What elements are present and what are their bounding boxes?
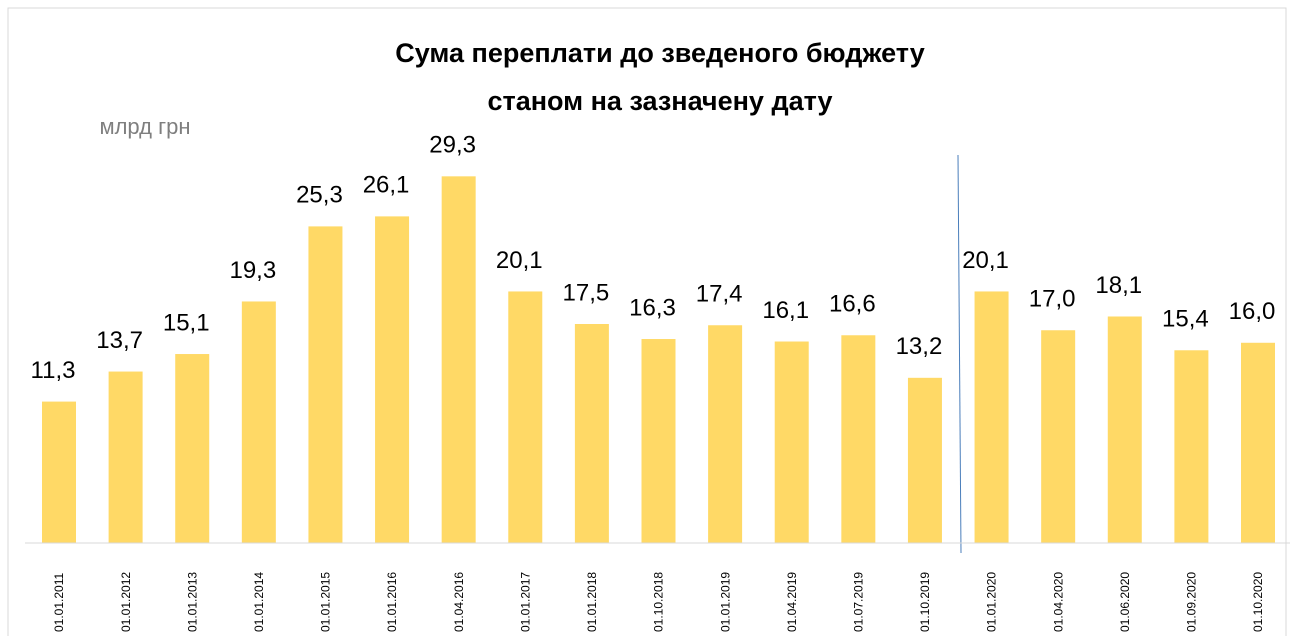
chart-title: станом на зазначену дату — [487, 86, 832, 116]
separator-line — [957, 154, 962, 554]
unit-label: млрд грн — [99, 114, 190, 139]
bar — [574, 324, 609, 543]
data-label: 15,4 — [1162, 306, 1209, 333]
x-tick-label: 01.04.2020 — [1051, 572, 1065, 632]
bar — [907, 377, 942, 543]
bar — [241, 301, 276, 543]
bar — [774, 341, 809, 543]
bar — [841, 335, 876, 543]
x-tick-label: 01.01.2015 — [319, 572, 333, 632]
x-tick-label: 01.04.2019 — [785, 572, 799, 632]
data-label: 19,3 — [229, 257, 276, 284]
x-tick-label: 01.06.2020 — [1118, 572, 1132, 632]
data-label: 16,3 — [629, 294, 676, 321]
bar — [1174, 350, 1209, 543]
x-tick-label: 01.01.2018 — [585, 572, 599, 632]
data-label: 16,0 — [1229, 298, 1276, 325]
x-tick-label: 01.10.2018 — [652, 572, 666, 632]
x-tick-label: 01.09.2020 — [1185, 572, 1199, 632]
data-label: 25,3 — [296, 182, 343, 209]
bar — [441, 176, 476, 543]
x-tick-label: 01.01.2012 — [119, 572, 133, 632]
x-tick-label: 01.10.2020 — [1251, 572, 1265, 632]
x-tick-label: 01.01.2013 — [185, 572, 199, 632]
x-tick-label: 01.01.2011 — [52, 573, 66, 632]
x-tick-label: 01.07.2019 — [852, 572, 866, 632]
data-label: 17,5 — [563, 279, 610, 306]
bar — [375, 216, 410, 543]
bar — [974, 291, 1009, 543]
bar — [1107, 316, 1142, 543]
data-label: 20,1 — [962, 247, 1009, 274]
bar — [641, 339, 676, 543]
data-label: 17,4 — [696, 281, 743, 308]
data-label: 17,0 — [1029, 286, 1076, 313]
x-tick-label: 01.04.2016 — [452, 572, 466, 632]
x-tick-label: 01.01.2019 — [718, 572, 732, 632]
bar — [1241, 342, 1275, 543]
data-label: 26,1 — [363, 172, 410, 199]
data-label: 18,1 — [1095, 272, 1142, 299]
data-label: 16,6 — [829, 291, 876, 318]
data-label: 20,1 — [496, 247, 543, 274]
chart-title: Сума переплати до зведеного бюджету — [395, 38, 924, 68]
bar — [1041, 330, 1076, 543]
bar — [175, 354, 210, 543]
data-label: 13,2 — [896, 333, 943, 360]
data-label: 29,3 — [429, 132, 476, 159]
x-tick-label: 01.10.2019 — [918, 572, 932, 632]
x-tick-label: 01.01.2014 — [252, 572, 266, 632]
data-label: 13,7 — [96, 327, 143, 354]
data-label: 15,1 — [163, 309, 210, 336]
bar — [508, 291, 543, 543]
x-tick-label: 01.01.2016 — [385, 572, 399, 632]
bar — [42, 401, 76, 543]
bar — [108, 371, 143, 543]
bar — [308, 226, 343, 544]
x-tick-label: 01.01.2017 — [518, 572, 532, 632]
data-label: 16,1 — [762, 297, 809, 324]
data-label: 11,3 — [31, 357, 76, 384]
bar — [708, 325, 743, 543]
x-tick-label: 01.01.2020 — [985, 572, 999, 632]
